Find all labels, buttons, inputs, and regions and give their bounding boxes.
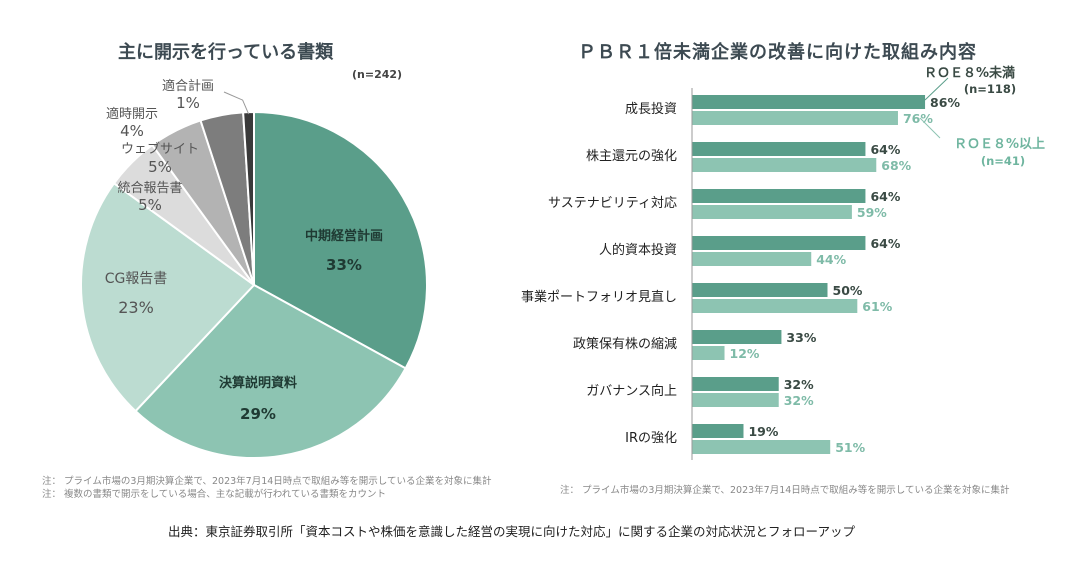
bar-category-label-governance: ガバナンス向上 [586, 383, 677, 399]
bar-cross-shareholdings-series-1 [692, 330, 782, 344]
bar-category-label-growth-investment: 成長投資 [625, 101, 677, 117]
bar-value-business-portfolio-series-2: 61% [862, 299, 892, 314]
bar-category-label-sustainability: サステナビリティ対応 [548, 196, 677, 211]
pie-label-timely-disclosure: 適時開示 [106, 106, 158, 122]
pie-value-medium-term-plan: 33% [326, 256, 362, 274]
pie-label-cg-report: CG報告書 [105, 271, 168, 287]
bar-category-label-shareholder-returns: 株主還元の強化 [586, 149, 677, 164]
pie-chart-note-2: 注： 複数の書類で開示をしている場合、主な記載が行われている書類をカウント [42, 489, 386, 500]
bar-category-label-business-portfolio: 事業ポートフォリオ見直し [521, 289, 677, 305]
pie-slice-compliance-plan [242, 110, 255, 286]
pie-label-integrated-report: 統合報告書 [117, 181, 182, 196]
bar-business-portfolio-series-2 [692, 299, 858, 313]
pie-value-website: 5% [148, 158, 172, 176]
bar-category-label-cross-shareholdings: 政策保有株の縮減 [573, 336, 677, 352]
bar-value-human-capital-series-2: 44% [816, 252, 846, 267]
bar-value-growth-investment-series-1: 86% [930, 95, 960, 110]
pie-slice-medium-term-plan [253, 110, 428, 370]
bar-human-capital-series-2 [692, 252, 812, 266]
bar-sustainability-series-2 [692, 205, 852, 219]
pie-value-integrated-report: 5% [138, 196, 162, 214]
pie-label-medium-term-plan: 中期経営計画 [305, 228, 383, 244]
bar-business-portfolio-series-1 [692, 283, 828, 297]
pie-chart: 中期経営計画33%決算説明資料29%CG報告書23%統合報告書5%ウェブサイト5… [80, 78, 428, 459]
bar-cross-shareholdings-series-2 [692, 346, 725, 360]
bar-value-governance-series-1: 32% [784, 377, 814, 392]
bar-value-growth-investment-series-2: 76% [903, 111, 933, 126]
bar-value-business-portfolio-series-1: 50% [833, 283, 863, 298]
pie-chart-title: 主に開示を行っている書類 [118, 42, 334, 63]
pie-chart-n-label: (n=242) [352, 68, 403, 81]
pie-slice-earnings-presentation [134, 283, 407, 459]
bar-shareholder-returns-series-1 [692, 142, 866, 156]
bar-value-shareholder-returns-series-1: 64% [870, 142, 900, 157]
bar-chart-note: 注： プライム市場の3月期決算企業で、2023年7月14日時点で取組み等を開示し… [560, 485, 1010, 496]
bar-value-sustainability-series-1: 64% [870, 189, 900, 204]
pie-label-compliance-plan: 適合計画 [162, 78, 214, 94]
bar-ir-series-1 [692, 424, 744, 438]
pie-value-timely-disclosure: 4% [120, 122, 144, 140]
pie-slice-cg-report [80, 181, 256, 413]
legend-series-2-n: (n=41) [981, 154, 1025, 168]
pie-value-earnings-presentation: 29% [240, 405, 276, 423]
bar-value-sustainability-series-2: 59% [857, 205, 887, 220]
legend-series-2-leader [919, 117, 941, 139]
pie-value-compliance-plan: 1% [176, 94, 200, 112]
bar-ir-series-2 [692, 440, 831, 454]
bar-chart-title: ＰＢＲ１倍未満企業の改善に向けた取組み内容 [578, 42, 977, 63]
bar-shareholder-returns-series-2 [692, 158, 877, 172]
bar-growth-investment-series-1 [692, 95, 926, 109]
bar-governance-series-2 [692, 393, 779, 407]
bar-chart: 成長投資 86%76%株主還元の強化 64%68%サステナビリティ対応 64%59%人… [521, 65, 1045, 460]
pie-label-earnings-presentation: 決算説明資料 [219, 375, 297, 391]
legend-series-1-name: ＲＯＥ８%未満 [924, 65, 1015, 81]
pie-label-website: ウェブサイト [121, 141, 199, 157]
bar-value-shareholder-returns-series-2: 68% [881, 158, 911, 173]
bar-value-cross-shareholdings-series-1: 33% [786, 330, 816, 345]
bar-value-cross-shareholdings-series-2: 12% [730, 346, 760, 361]
bar-sustainability-series-1 [692, 189, 866, 203]
bar-value-human-capital-series-1: 64% [870, 236, 900, 251]
pie-leader-line-compliance-plan [223, 91, 250, 115]
bar-governance-series-1 [692, 377, 779, 391]
pie-chart-note-1: 注： プライム市場の3月期決算企業で、2023年7月14日時点で取組み等を開示し… [42, 476, 492, 487]
bar-value-ir-series-2: 51% [835, 440, 865, 455]
bar-growth-investment-series-2 [692, 111, 898, 125]
legend-series-2-name: ＲＯＥ８%以上 [954, 137, 1045, 152]
bar-value-governance-series-2: 32% [784, 393, 814, 408]
pie-value-cg-report: 23% [118, 298, 154, 317]
bar-category-label-ir: IRの強化 [625, 431, 677, 446]
bar-value-ir-series-1: 19% [748, 424, 778, 439]
bar-human-capital-series-1 [692, 236, 866, 250]
bar-category-label-human-capital: 人的資本投資 [599, 242, 677, 258]
source-citation: 出典：東京証券取引所「資本コストや株価を意識した経営の実現に向けた対応」に関する… [168, 524, 856, 539]
legend-series-1-leader [924, 77, 949, 101]
legend-series-1-n: (n=118) [964, 82, 1016, 96]
